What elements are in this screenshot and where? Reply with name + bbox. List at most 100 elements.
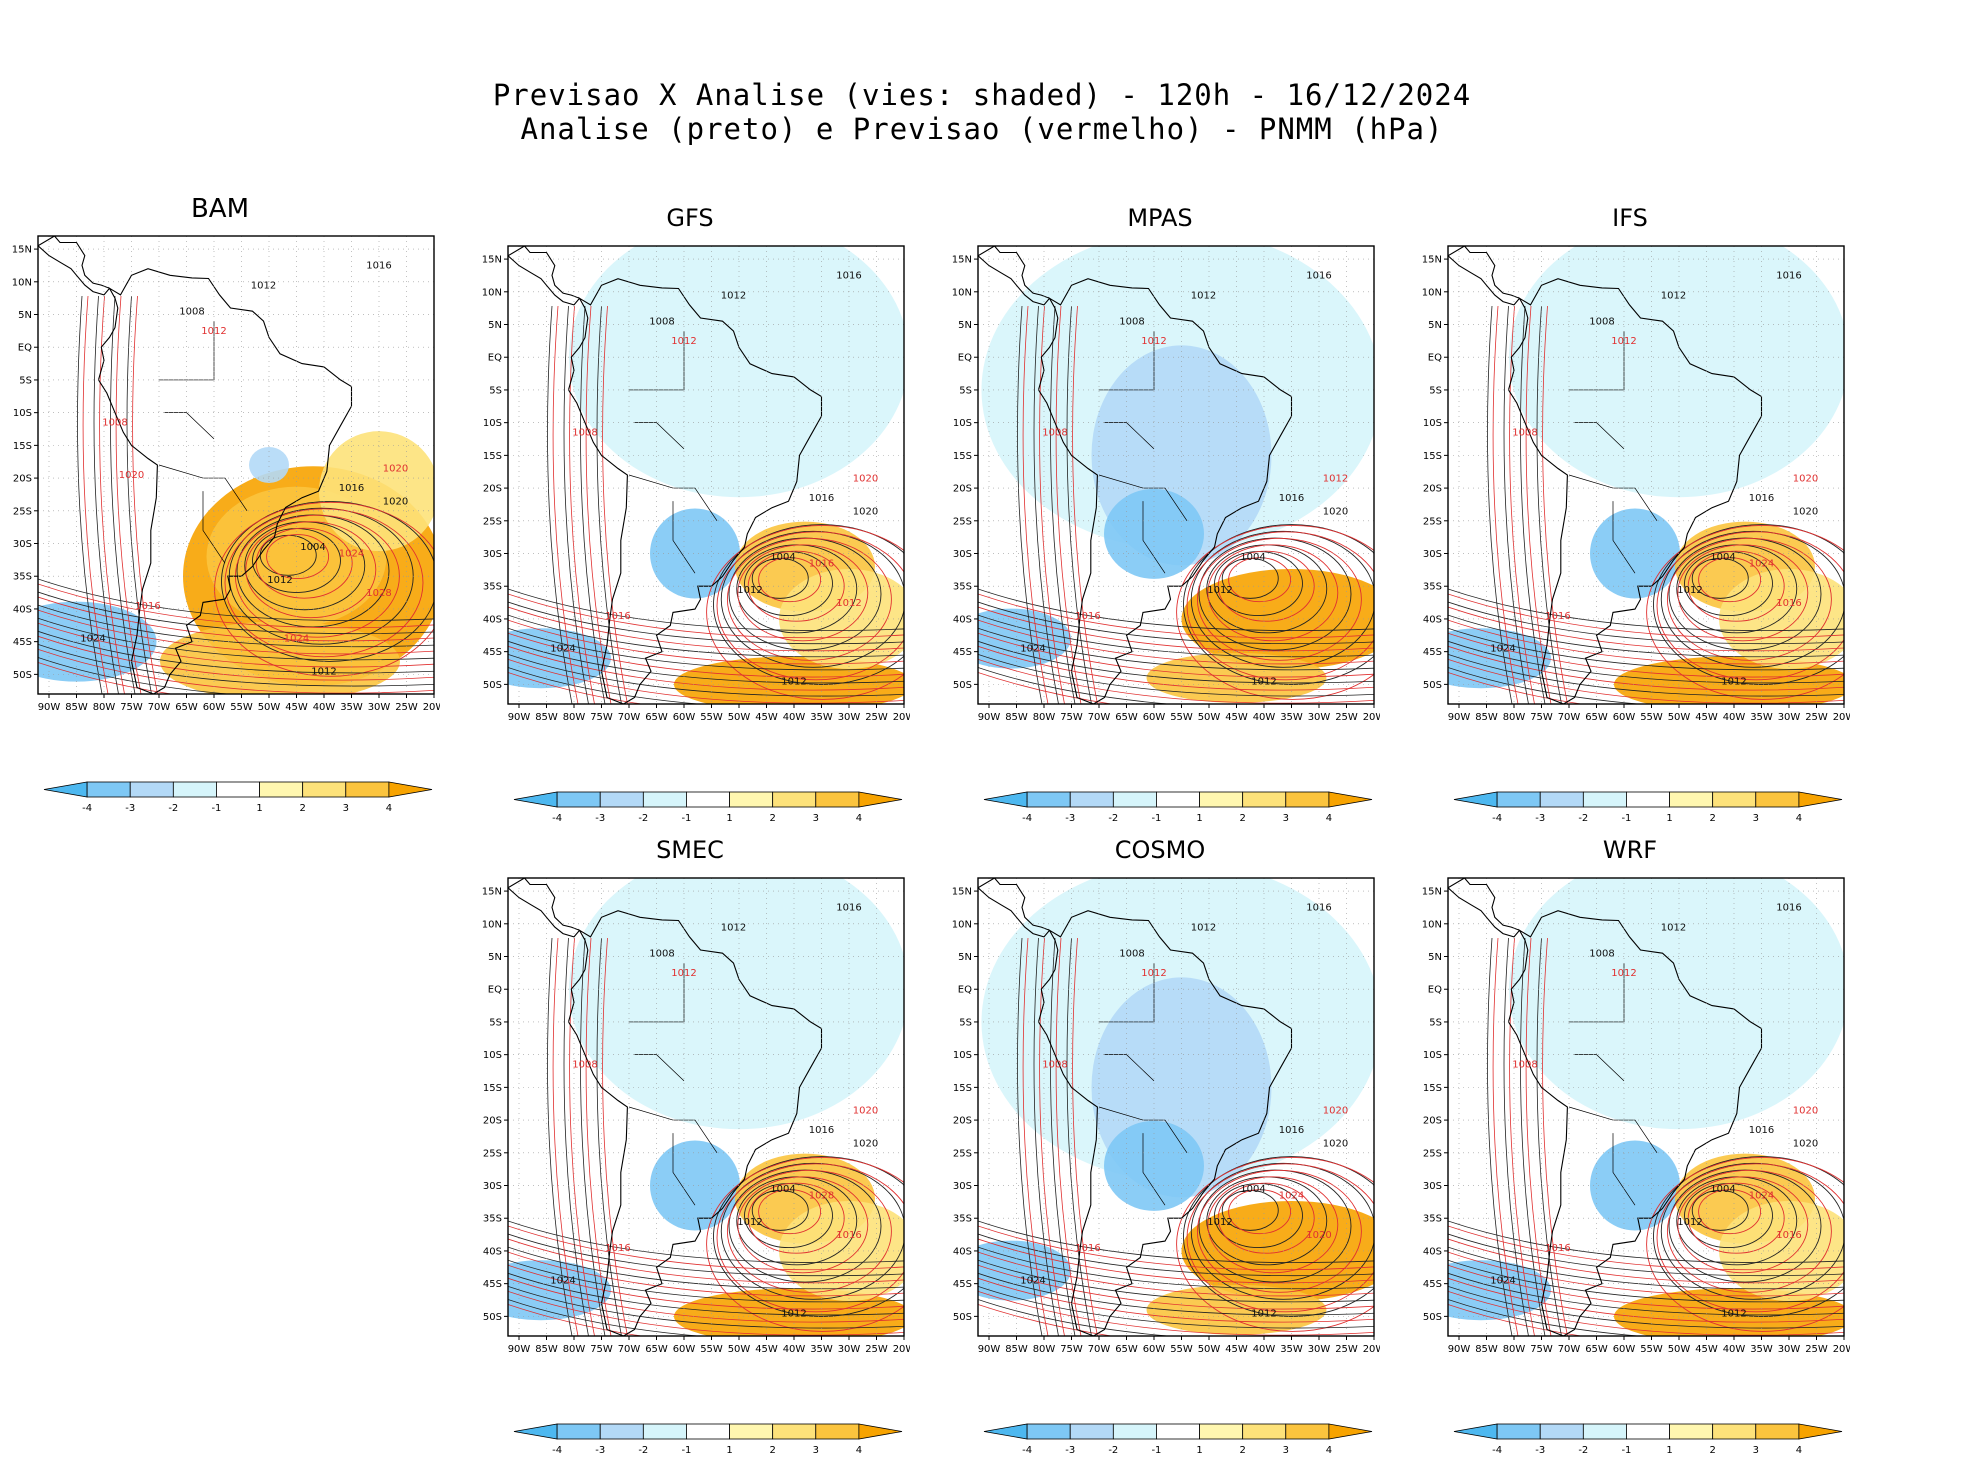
lon-tick-label: 20W [1363,1344,1380,1355]
panel-title: GFS [666,204,714,232]
lon-tick-label: 40W [783,1344,806,1355]
analysis-contour-label: 1016 [1279,1125,1304,1136]
lat-tick-label: EQ [958,985,972,996]
lat-tick-label: 25S [483,516,502,527]
colorbar-bin [599,1423,644,1440]
lon-tick-label: 30W [368,702,391,713]
lat-tick-label: 10N [12,277,32,288]
lat-tick-label: 15S [13,441,32,452]
colorbar-bin [1156,1423,1200,1440]
lat-tick-label: 30S [953,1181,972,1192]
map-svg: 1016 1012 1008 1004 1012 1016 1020 1024 1012 1012… [952,245,1380,723]
colorbar-label: -4 [552,1445,562,1456]
lat-tick-label: 5S [489,385,502,396]
colorbar-label: 1 [726,813,732,824]
lat-tick-label: 10S [953,418,972,429]
lon-tick-label: 70W [618,1344,641,1355]
colorbar-label: 3 [1283,1445,1289,1456]
lon-tick-label: 30W [838,1344,861,1355]
map-area: 1016 1012 1008 1004 1012 1016 1020 1024 1012 1012… [470,870,910,1370]
lat-tick-label: 10N [1422,919,1442,930]
analysis-contour-label: 1004 [770,552,795,563]
analysis-contour-label: 1016 [1279,493,1304,504]
colorbar-bin [513,791,558,808]
lon-tick-label: 45W [755,1344,778,1355]
lat-tick-label: 40S [483,1246,502,1257]
map-area: 1016 1012 1008 1004 1012 1016 1020 1024 1012 1012… [1410,238,1850,738]
lon-tick-label: 70W [618,712,641,723]
lon-tick-label: 20W [893,712,910,723]
lon-tick-label: 40W [1253,1344,1276,1355]
lon-tick-label: 45W [1225,1344,1248,1355]
analysis-contour-label: 1012 [1251,1308,1276,1319]
lon-tick-label: 40W [1253,712,1276,723]
forecast-contour-label: 1008 [102,418,127,429]
colorbar-bin [1539,791,1584,808]
colorbar-bin [556,791,601,808]
colorbar-label: -2 [1108,1445,1118,1456]
lon-tick-label: 40W [783,712,806,723]
colorbar-label: -3 [125,803,135,814]
colorbar-label: -4 [1492,813,1502,824]
colorbar-label: 4 [386,803,392,814]
colorbar-bin [1026,791,1071,808]
colorbar-bin [216,781,260,798]
lat-tick-label: 25S [1423,1148,1442,1159]
colorbar-bin [686,1423,730,1440]
colorbar-label: 2 [1709,813,1715,824]
colorbar: -4 -3 -2 -1 1 2 3 4 [1410,1420,1850,1470]
colorbar: -4 -3 -2 -1 1 2 3 4 [470,788,910,838]
analysis-contour-label: 1012 [1721,676,1746,687]
lat-tick-label: 50S [953,1312,972,1323]
lon-tick-label: 50W [258,702,281,713]
forecast-contour-label: 1016 [1075,1243,1100,1254]
colorbar-bin [1755,1423,1800,1440]
lat-tick-label: 10S [1423,418,1442,429]
lon-tick-label: 75W [590,1344,613,1355]
analysis-contour-label: 1024 [550,1276,575,1287]
colorbar-label: 4 [1326,813,1332,824]
lat-tick-label: 15S [1423,451,1442,462]
lat-tick-label: 45S [1423,647,1442,658]
lon-tick-label: 45W [1695,1344,1718,1355]
lat-tick-label: EQ [488,985,502,996]
lat-tick-label: 10S [483,1050,502,1061]
lon-tick-label: 85W [65,702,88,713]
lon-tick-label: 45W [1695,712,1718,723]
lat-tick-label: 15S [953,1083,972,1094]
colorbar-svg: -4 -3 -2 -1 1 2 3 4 [1453,1423,1843,1456]
map-svg: 1016 1012 1008 1004 1012 1016 1020 1024 1012 1012… [482,245,910,723]
lat-tick-label: 15N [482,887,502,898]
lat-tick-label: 30S [483,1181,502,1192]
colorbar-label: 2 [1709,1445,1715,1456]
lon-tick-label: 35W [1280,1344,1303,1355]
forecast-contour-label: 1016 [809,559,834,570]
lon-tick-label: 25W [1335,1344,1358,1355]
colorbar-bin [815,1423,860,1440]
lon-tick-label: 30W [1778,712,1801,723]
lat-tick-label: 5S [1429,1017,1442,1028]
lon-tick-label: 35W [1750,712,1773,723]
lon-tick-label: 40W [313,702,336,713]
lon-tick-label: 70W [1558,712,1581,723]
colorbar-label: 4 [1326,1445,1332,1456]
analysis-contour-label: 1012 [721,290,746,301]
colorbar-bin [1242,791,1287,808]
colorbar-bin [302,781,347,798]
lat-tick-label: 15N [952,255,972,266]
lat-tick-label: 15N [952,887,972,898]
forecast-contour-label: 1016 [1075,611,1100,622]
lon-tick-label: 50W [1198,712,1221,723]
panel-title: MPAS [1127,204,1193,232]
lon-tick-label: 20W [423,702,440,713]
analysis-contour-label: 1016 [836,903,861,914]
lat-tick-label: 35S [483,582,502,593]
analysis-contour-label: 1004 [300,542,325,553]
lat-tick-label: 20S [953,1116,972,1127]
lon-tick-label: 85W [1475,1344,1498,1355]
colorbar-label: 1 [1666,813,1672,824]
analysis-contour-label: 1020 [853,1138,878,1149]
colorbar-label: -1 [681,813,691,824]
colorbar-bin [815,791,860,808]
forecast-contour-label: 1016 [135,601,160,612]
